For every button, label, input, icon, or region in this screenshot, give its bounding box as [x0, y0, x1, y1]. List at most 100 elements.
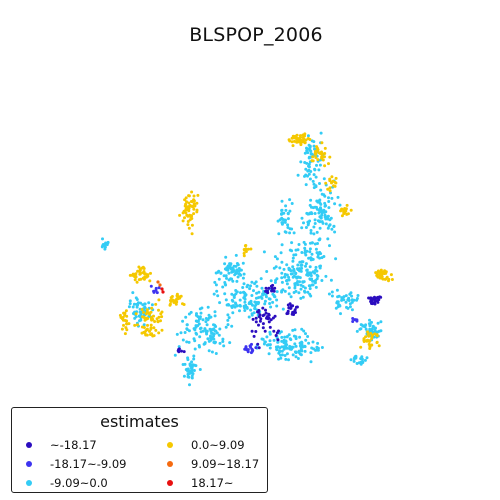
- map-point: [344, 300, 348, 304]
- map-point: [291, 269, 295, 273]
- map-point: [203, 342, 207, 346]
- map-point: [349, 208, 353, 212]
- map-point: [210, 350, 214, 354]
- map-point: [188, 204, 192, 208]
- map-point: [375, 274, 379, 277]
- map-point: [252, 334, 256, 338]
- map-point: [206, 318, 210, 322]
- map-point: [261, 322, 265, 326]
- map-point: [254, 316, 258, 320]
- map-point: [307, 341, 311, 345]
- map-point: [367, 334, 371, 338]
- map-point: [350, 308, 354, 312]
- map-point: [271, 316, 275, 320]
- map-point: [348, 302, 352, 306]
- map-point: [192, 327, 196, 331]
- map-point: [305, 161, 309, 165]
- map-point: [217, 277, 221, 281]
- map-point: [218, 301, 222, 305]
- map-point: [338, 304, 342, 308]
- map-point: [237, 267, 241, 270]
- map-title: BLSPOP_2006: [189, 24, 323, 46]
- map-point: [366, 330, 370, 334]
- map-point: [204, 329, 208, 333]
- map-point: [296, 267, 299, 271]
- map-point: [250, 313, 254, 317]
- map-point: [276, 340, 280, 344]
- map-point: [314, 185, 318, 189]
- map-point: [305, 268, 309, 272]
- map-point: [303, 251, 307, 255]
- map-point: [251, 317, 255, 321]
- map-point: [332, 184, 336, 188]
- map-point: [360, 357, 364, 361]
- map-point: [187, 312, 191, 316]
- map-point: [155, 317, 159, 321]
- map-point: [187, 340, 191, 344]
- map-point: [376, 295, 380, 299]
- map-point: [123, 319, 127, 322]
- map-point: [298, 269, 301, 273]
- map-point: [285, 335, 289, 338]
- map-point: [197, 344, 201, 347]
- map-point: [226, 264, 230, 268]
- map-point: [212, 292, 216, 296]
- map-point: [283, 275, 287, 279]
- map-point: [317, 219, 321, 223]
- map-point: [195, 208, 199, 212]
- map-point: [286, 217, 290, 221]
- map-point: [336, 300, 340, 304]
- map-point: [192, 369, 196, 372]
- map-point: [326, 237, 330, 241]
- map-point: [185, 328, 189, 331]
- map-point: [103, 243, 107, 246]
- map-point: [235, 271, 239, 275]
- map-point: [181, 338, 185, 342]
- map-point: [192, 354, 196, 358]
- map-point: [294, 344, 298, 348]
- map-point: [368, 318, 371, 322]
- map-point: [198, 335, 202, 339]
- map-point: [149, 317, 153, 321]
- map-point: [262, 250, 266, 254]
- map-point: [289, 338, 293, 342]
- map-point: [134, 275, 138, 278]
- legend-marker-5: [167, 461, 173, 467]
- map-point: [186, 372, 190, 376]
- map-point: [309, 351, 313, 355]
- map-point: [157, 298, 161, 302]
- map-point: [294, 311, 297, 314]
- map-point: [181, 363, 185, 366]
- map-point: [304, 226, 308, 229]
- map-point: [364, 327, 368, 331]
- map-point: [327, 196, 330, 200]
- map-point: [273, 286, 277, 290]
- map-point: [320, 213, 324, 217]
- map-point: [229, 277, 233, 281]
- map-point: [316, 158, 320, 162]
- map-point: [224, 283, 228, 287]
- map-point: [332, 225, 336, 228]
- map-point: [314, 247, 318, 251]
- map-point: [334, 176, 338, 180]
- map-point: [300, 327, 304, 331]
- map-point: [122, 323, 125, 327]
- map-point: [302, 221, 305, 225]
- map-point: [182, 303, 186, 306]
- map-point: [316, 274, 320, 278]
- map-point: [255, 284, 259, 288]
- map-point: [377, 344, 381, 348]
- map-point: [344, 207, 348, 211]
- map-point: [160, 315, 164, 319]
- map-point: [309, 149, 313, 153]
- map-point: [294, 351, 298, 355]
- map-point: [243, 248, 247, 252]
- map-point: [187, 226, 191, 230]
- map-point: [257, 309, 261, 312]
- map-point: [328, 177, 332, 181]
- map-point: [328, 155, 332, 159]
- map-point: [296, 173, 300, 177]
- map-point: [179, 294, 183, 298]
- map-point: [222, 274, 226, 278]
- map-point: [285, 346, 289, 350]
